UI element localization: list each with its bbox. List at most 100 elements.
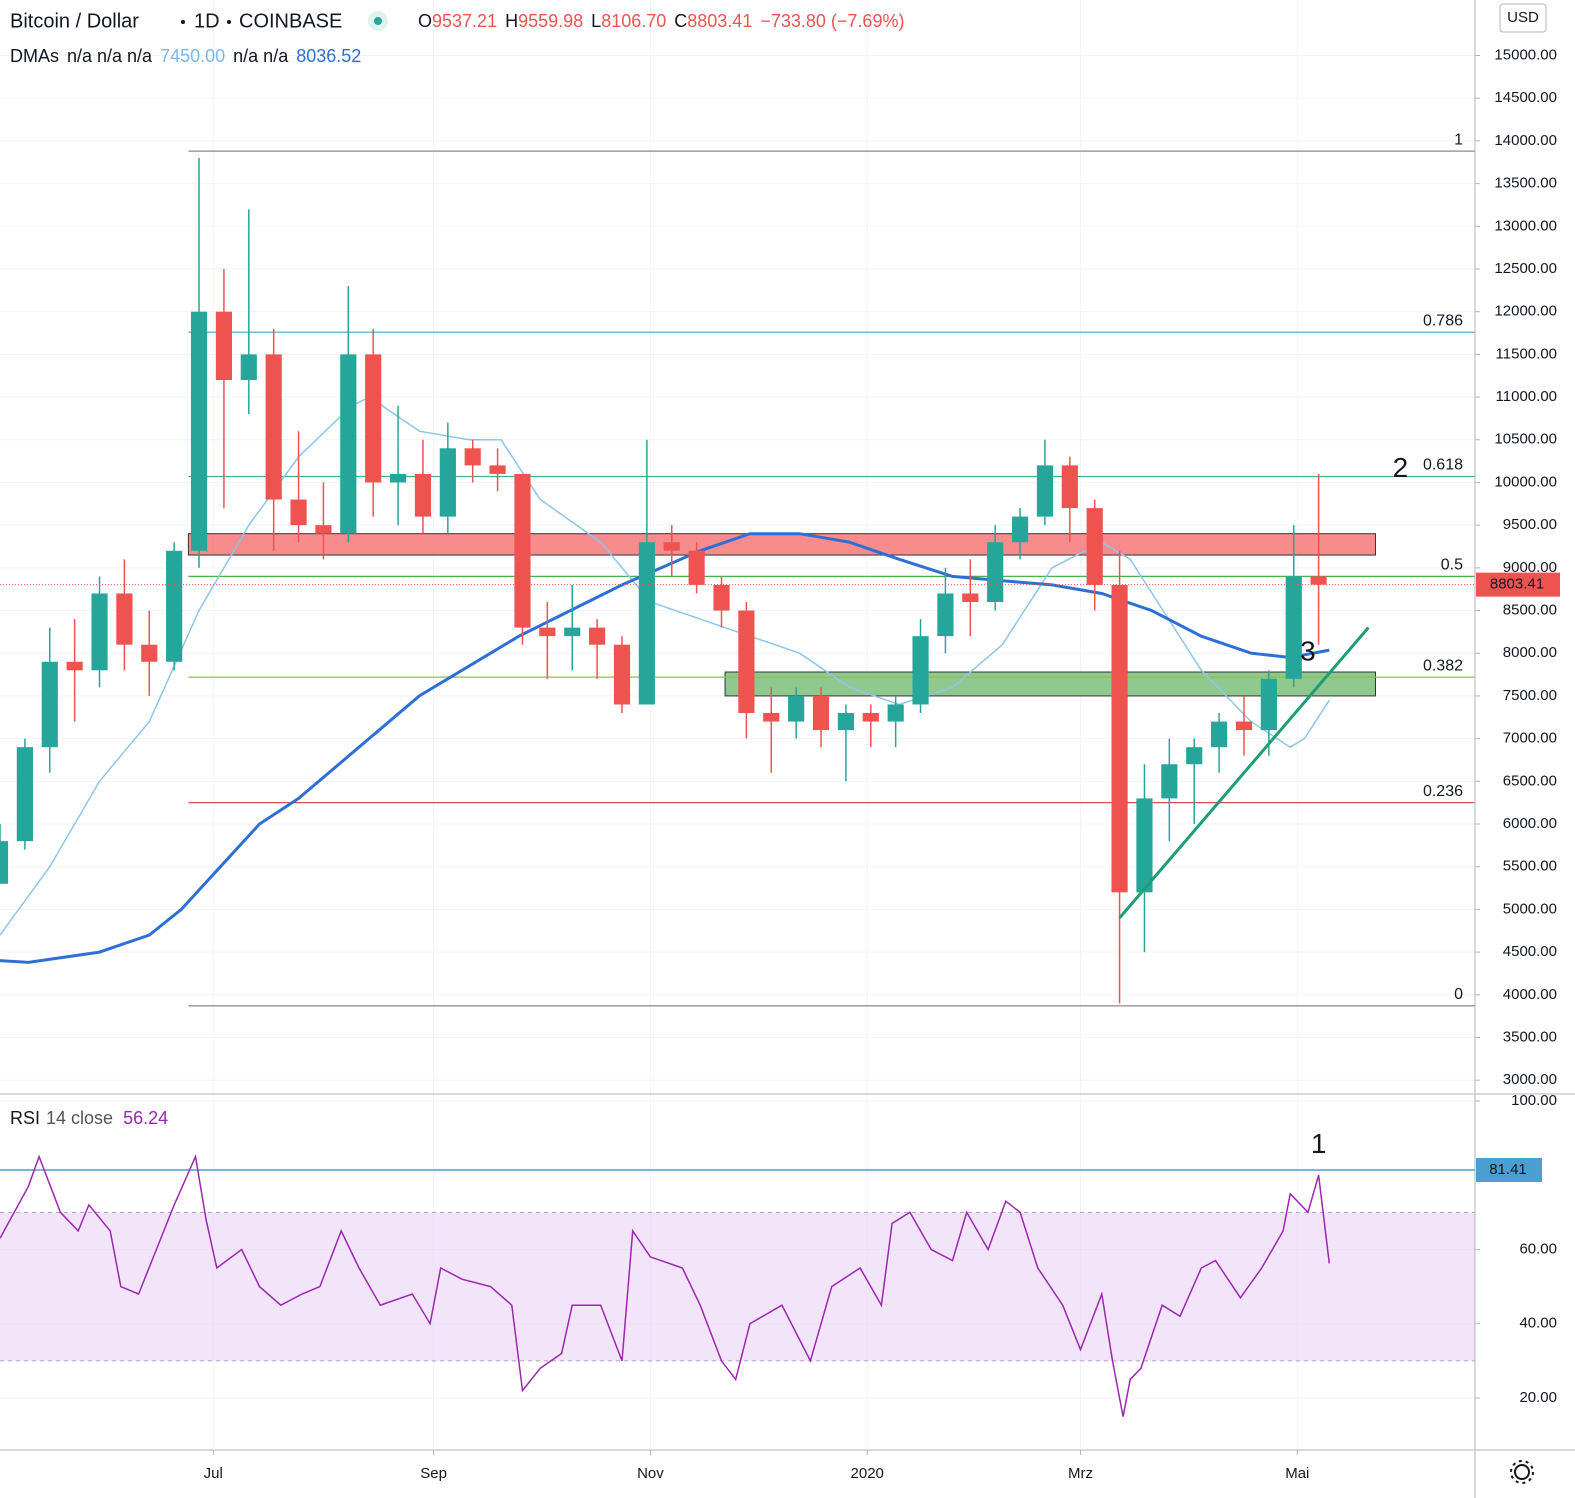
- candle-body: [265, 354, 282, 500]
- last-price-box: [1476, 572, 1560, 597]
- interval: 1D: [194, 10, 220, 32]
- settings-icon[interactable]: [1510, 1460, 1534, 1484]
- candle-body: [116, 593, 133, 645]
- candle-body: [1211, 721, 1228, 748]
- grid: [0, 0, 1475, 1450]
- ohlc-prefix: H: [505, 11, 518, 31]
- x-tick-label: Nov: [637, 1465, 664, 1482]
- y-tick-label: 3500.00: [1503, 1028, 1557, 1045]
- rsi-legend: RSI 14 close 56.24: [10, 1108, 168, 1128]
- candle-body: [1186, 747, 1203, 765]
- candle-body: [365, 354, 382, 483]
- y-tick-label: 6500.00: [1503, 772, 1557, 789]
- exchange: COINBASE: [239, 10, 342, 32]
- currency: USD: [1507, 9, 1539, 26]
- ohlc-prefix: L: [591, 11, 601, 31]
- fib-label: 0.786: [1423, 312, 1463, 329]
- ohlc-prefix: C: [674, 11, 687, 31]
- candle-body: [439, 448, 456, 517]
- zone: [187, 533, 1376, 556]
- y-tick-label: 6000.00: [1503, 815, 1557, 832]
- gear[interactable]: [1514, 1464, 1530, 1480]
- candle-body: [962, 593, 979, 603]
- candle-body: [1235, 721, 1253, 731]
- candle-body: [315, 525, 332, 534]
- candle-body: [812, 695, 830, 731]
- y-tick-label: 8500.00: [1503, 602, 1557, 619]
- y-tick-label: 14000.00: [1494, 132, 1557, 149]
- y-tick-label: 10000.00: [1494, 473, 1557, 490]
- candle-body: [1260, 678, 1277, 731]
- symbol: Bitcoin / Dollar: [10, 10, 139, 32]
- x-tick-label: Mai: [1285, 1465, 1309, 1482]
- candle-body: [16, 747, 33, 842]
- axes: Jul Sep Nov 2020 Mrz Mai 3000.00 3500.00 4000.00…: [204, 46, 1560, 1482]
- candle-body: [613, 644, 631, 705]
- candle-body: [190, 311, 208, 551]
- candle-body: [688, 550, 705, 585]
- candle-body: [1310, 576, 1327, 585]
- dma-item: n/a n/a n/a: [67, 46, 153, 66]
- fib-label: 1: [1454, 131, 1463, 148]
- currency-box: USD: [1499, 3, 1547, 33]
- candle-body: [539, 627, 556, 637]
- candle-body: [987, 542, 1004, 603]
- dma-item: 8036.52: [296, 46, 361, 66]
- candle-body: [589, 627, 606, 645]
- y-tick-label: 12000.00: [1494, 303, 1557, 320]
- candle-body: [41, 661, 58, 748]
- level-box: [1476, 1157, 1542, 1182]
- y-tick-label: 9500.00: [1503, 516, 1557, 533]
- y-tick-label: 4500.00: [1503, 943, 1557, 960]
- y-tick-label: 20.00: [1519, 1389, 1557, 1406]
- candle-body: [464, 448, 481, 466]
- candle-body: [66, 661, 83, 671]
- candle-body: [0, 841, 9, 884]
- separator-dot: [181, 20, 185, 24]
- candle-body: [414, 473, 432, 517]
- plot: 1 0.786 0.618 0.5 0.382 0.236 0 2 3 1: [0, 131, 1475, 1417]
- gear-teeth[interactable]: [1510, 1460, 1534, 1484]
- candle-body: [638, 542, 655, 705]
- ohlc-value: 8803.41: [687, 11, 752, 31]
- y-tick-label: 8000.00: [1503, 644, 1557, 661]
- candle-body: [1136, 798, 1153, 893]
- y-tick-label: 15000.00: [1494, 46, 1557, 63]
- dma-item: n/a n/a: [233, 46, 289, 66]
- moving-average: [0, 396, 1330, 936]
- dma-legend: DMAs n/a n/a n/a 7450.00 n/a n/a 8036.52: [10, 46, 361, 66]
- fib-label: 0: [1454, 986, 1463, 1003]
- candle-body: [514, 473, 531, 628]
- y-tick-label: 9000.00: [1503, 559, 1557, 576]
- ohlc-legend: O9537.21 H9559.98 L8106.70 C8803.41 −733.80 …: [418, 11, 904, 31]
- candle-body: [937, 593, 954, 637]
- candle-body: [1111, 584, 1128, 893]
- x-tick-label: Jul: [204, 1465, 223, 1482]
- y-tick-label: 4000.00: [1503, 986, 1557, 1003]
- fib-label: 0.5: [1441, 557, 1463, 574]
- y-tick-label: 3000.00: [1503, 1071, 1557, 1088]
- candle-body: [1061, 465, 1078, 509]
- dma-item: DMAs: [10, 46, 59, 66]
- y-tick-label: 40.00: [1519, 1315, 1557, 1332]
- annotation: 1: [1311, 1128, 1327, 1159]
- candle-body: [1011, 516, 1029, 543]
- rsi-line: [0, 1154, 1331, 1417]
- candle-body: [141, 644, 158, 662]
- ohlc-value: 8106.70: [601, 11, 666, 31]
- candle-body: [564, 627, 581, 637]
- y-tick-label: 5500.00: [1503, 858, 1557, 875]
- annotation: 3: [1300, 636, 1316, 667]
- y-tick-label: 7000.00: [1503, 730, 1557, 747]
- candle-body: [713, 584, 730, 611]
- y-tick-label: 100.00: [1511, 1092, 1557, 1109]
- rsi-band: [0, 1212, 1475, 1361]
- candle-body: [788, 695, 805, 722]
- rsi-subtitle: 14 close: [46, 1108, 113, 1128]
- level-label: 81.41: [1489, 1161, 1527, 1178]
- y-tick-label: 13000.00: [1494, 217, 1557, 234]
- y-tick-label: 10500.00: [1494, 431, 1557, 448]
- candle-body: [166, 550, 183, 662]
